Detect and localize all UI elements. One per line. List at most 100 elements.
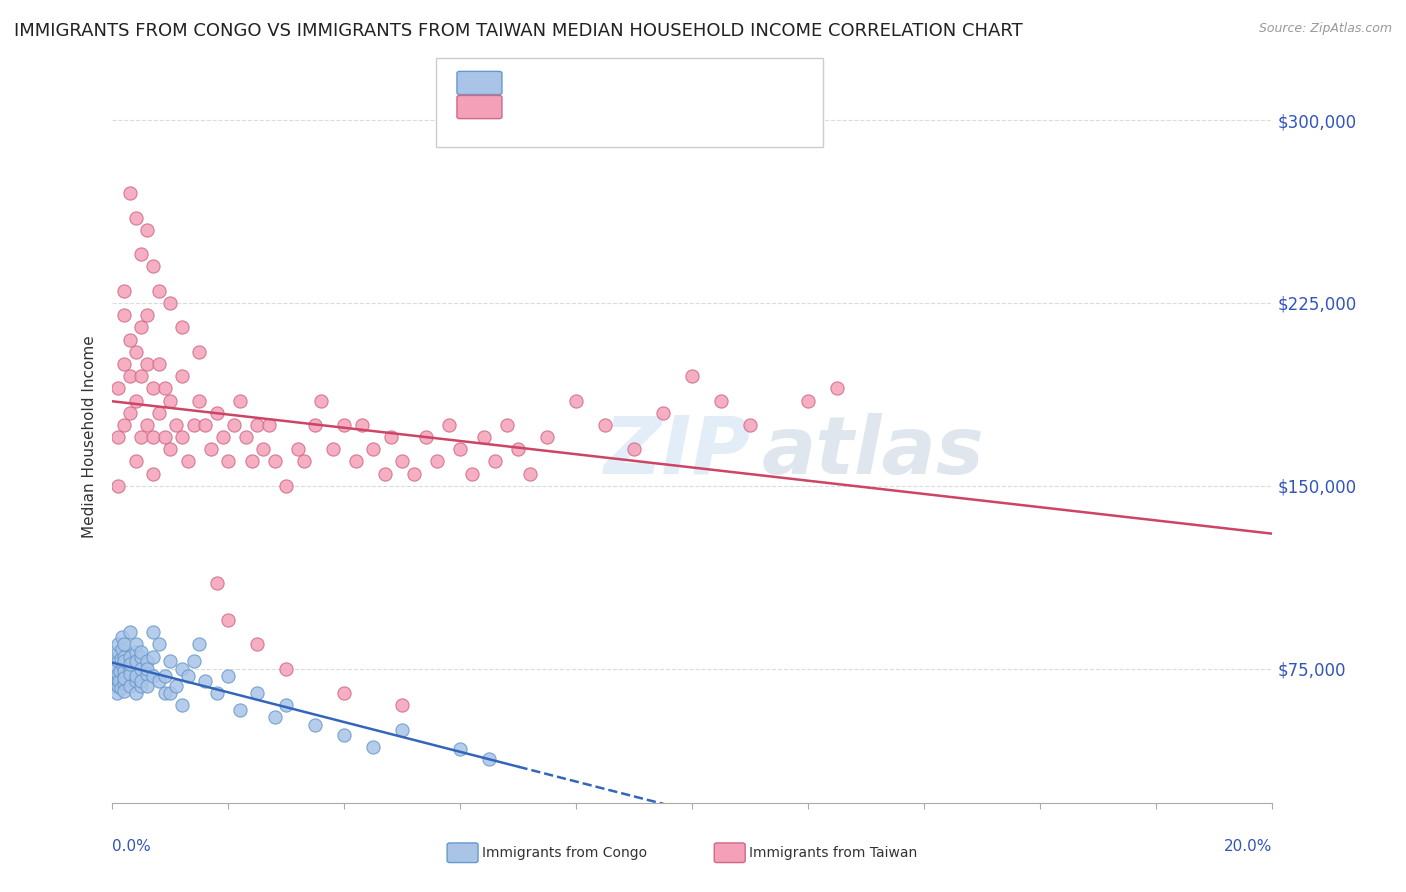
Point bbox=[136, 223, 159, 237]
Point bbox=[118, 333, 141, 347]
Point bbox=[136, 662, 159, 676]
Text: N =: N = bbox=[630, 106, 669, 124]
Point bbox=[333, 727, 356, 741]
Point bbox=[124, 393, 148, 408]
Point bbox=[276, 698, 298, 713]
Point bbox=[131, 645, 153, 659]
Point bbox=[131, 430, 153, 444]
Point bbox=[246, 637, 269, 651]
Point bbox=[142, 260, 165, 274]
Point bbox=[188, 344, 211, 359]
Point bbox=[240, 454, 263, 468]
Point bbox=[183, 417, 205, 432]
Point bbox=[142, 649, 165, 664]
Point bbox=[107, 479, 129, 493]
Point bbox=[110, 652, 132, 666]
Point bbox=[496, 417, 519, 432]
Point bbox=[131, 247, 153, 261]
Point bbox=[112, 284, 135, 298]
Point bbox=[264, 710, 287, 724]
Point bbox=[188, 637, 211, 651]
Point bbox=[450, 442, 472, 457]
Point bbox=[391, 454, 413, 468]
Point bbox=[391, 723, 413, 737]
Y-axis label: Median Household Income: Median Household Income bbox=[82, 335, 97, 539]
Text: -0.033: -0.033 bbox=[555, 74, 620, 92]
Point bbox=[136, 679, 159, 693]
Point bbox=[211, 430, 233, 444]
Point bbox=[165, 417, 187, 432]
Point bbox=[118, 679, 141, 693]
Point bbox=[107, 666, 129, 681]
Point bbox=[112, 357, 135, 371]
Text: N =: N = bbox=[630, 74, 669, 92]
Point bbox=[124, 686, 148, 700]
Point bbox=[740, 417, 762, 432]
Point bbox=[415, 430, 437, 444]
Point bbox=[304, 417, 326, 432]
Text: IMMIGRANTS FROM CONGO VS IMMIGRANTS FROM TAIWAN MEDIAN HOUSEHOLD INCOME CORRELAT: IMMIGRANTS FROM CONGO VS IMMIGRANTS FROM… bbox=[14, 22, 1022, 40]
Point bbox=[112, 676, 135, 690]
Point bbox=[623, 442, 645, 457]
Point bbox=[652, 406, 675, 420]
Point bbox=[118, 625, 141, 640]
Text: Immigrants from Taiwan: Immigrants from Taiwan bbox=[749, 846, 918, 860]
Point bbox=[124, 637, 148, 651]
Point bbox=[131, 320, 153, 334]
Point bbox=[112, 664, 135, 678]
Point bbox=[172, 662, 194, 676]
Point bbox=[194, 417, 217, 432]
Point bbox=[159, 442, 181, 457]
Point bbox=[252, 442, 274, 457]
Point bbox=[218, 669, 240, 683]
Point bbox=[107, 637, 129, 651]
Point bbox=[112, 654, 135, 668]
Point bbox=[124, 211, 148, 225]
Point bbox=[710, 393, 733, 408]
Point bbox=[344, 454, 367, 468]
Point bbox=[112, 308, 135, 322]
Point bbox=[148, 673, 170, 688]
Point bbox=[118, 406, 141, 420]
Point bbox=[148, 637, 170, 651]
Point bbox=[194, 673, 217, 688]
Point bbox=[118, 186, 141, 201]
Point bbox=[172, 698, 194, 713]
Point bbox=[148, 284, 170, 298]
Text: Source: ZipAtlas.com: Source: ZipAtlas.com bbox=[1258, 22, 1392, 36]
Point bbox=[276, 479, 298, 493]
Point bbox=[404, 467, 426, 481]
Point bbox=[257, 417, 280, 432]
Point bbox=[142, 381, 165, 395]
Point bbox=[118, 666, 141, 681]
Point bbox=[108, 664, 131, 678]
Point bbox=[450, 742, 472, 756]
Point bbox=[426, 454, 449, 468]
Point bbox=[218, 454, 240, 468]
Point bbox=[264, 454, 287, 468]
Point bbox=[111, 630, 134, 644]
Point bbox=[153, 669, 176, 683]
Point bbox=[153, 430, 176, 444]
Point bbox=[142, 625, 165, 640]
Text: R =: R = bbox=[513, 106, 553, 124]
Point bbox=[200, 442, 222, 457]
Point bbox=[118, 662, 141, 676]
Point bbox=[276, 662, 298, 676]
Text: 0.0%: 0.0% bbox=[112, 839, 152, 855]
Point bbox=[112, 672, 135, 686]
Point bbox=[461, 467, 484, 481]
Point bbox=[112, 649, 135, 664]
Point bbox=[797, 393, 820, 408]
Point bbox=[136, 308, 159, 322]
Point bbox=[142, 669, 165, 683]
Point bbox=[108, 673, 131, 688]
Point bbox=[136, 357, 159, 371]
Point bbox=[595, 417, 617, 432]
Point bbox=[118, 657, 141, 671]
Point bbox=[131, 679, 153, 693]
Point bbox=[391, 698, 413, 713]
Point bbox=[478, 752, 501, 766]
Point bbox=[235, 430, 257, 444]
Point bbox=[131, 673, 153, 688]
